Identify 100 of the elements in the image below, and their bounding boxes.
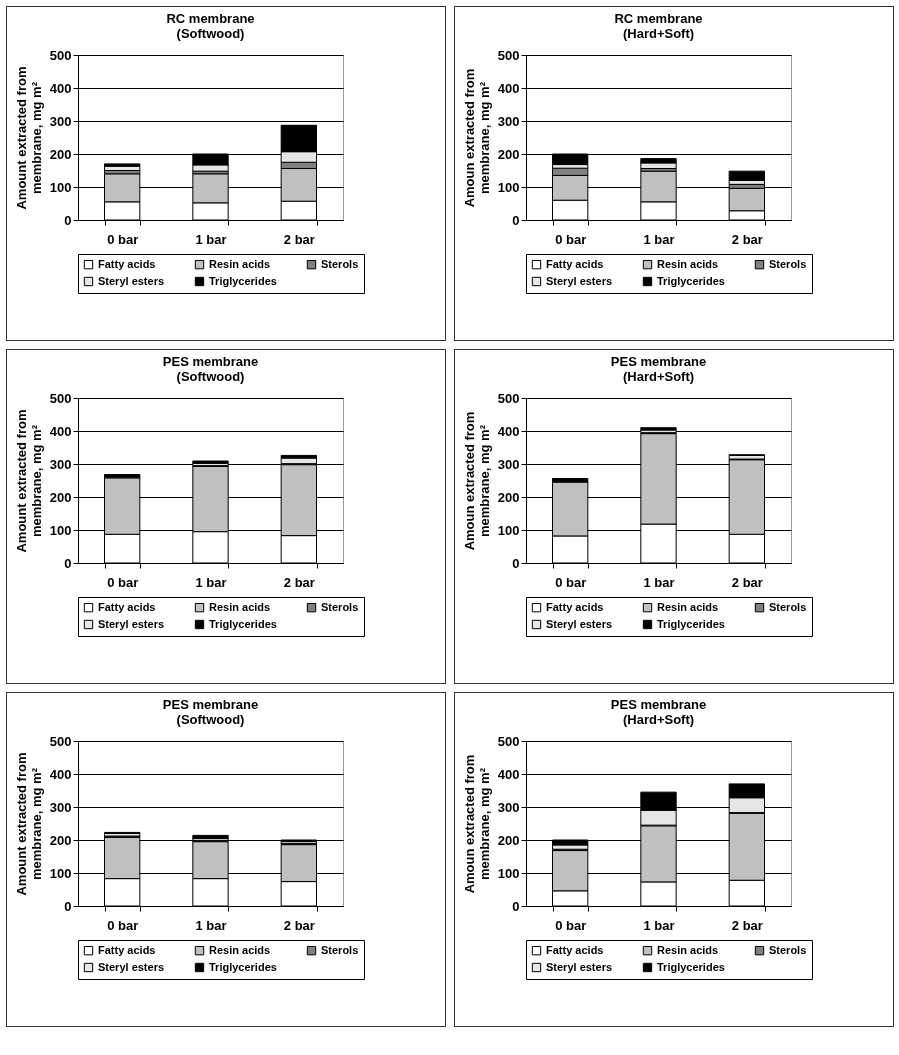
legend-label: Resin acids (209, 257, 271, 270)
x-tick-label: 1 bar (643, 917, 675, 933)
y-axis-title: Amount extracted from membrane, mg m² (13, 752, 44, 896)
legend-label: Resin acids (657, 257, 719, 270)
y-tick-label: 200 (49, 489, 72, 505)
y-tick-label: 100 (49, 179, 72, 195)
legend-label: Resin acids (657, 943, 719, 956)
legend-label: Triglycerides (657, 960, 725, 973)
legend-label: Steryl esters (546, 960, 613, 973)
y-tick-label: 500 (497, 733, 520, 749)
legend-label: Sterols (321, 943, 359, 956)
x-tick-label: 1 bar (195, 917, 227, 933)
legend-label: Resin acids (209, 600, 271, 613)
x-tick-label: 2 bar (731, 574, 763, 590)
y-tick-label: 400 (49, 80, 72, 96)
y-tick-label: 200 (497, 832, 520, 848)
y-tick-label: 500 (49, 390, 72, 406)
y-tick-label: 0 (512, 898, 520, 914)
y-tick-label: 100 (49, 865, 72, 881)
chart-title: PES membrane (162, 697, 259, 712)
y-axis-title: Amoun extracted from membrane, mg m² (461, 411, 492, 551)
x-tick-label: 1 bar (195, 231, 227, 247)
y-tick-label: 400 (49, 766, 72, 782)
y-axis-title: Amount extracted from membrane, mg m² (13, 66, 44, 210)
y-tick-label: 100 (497, 522, 520, 538)
x-tick-label: 0 bar (555, 231, 587, 247)
legend-label: Sterols (769, 943, 807, 956)
legend-label: Sterols (769, 257, 807, 270)
y-tick-label: 100 (497, 865, 520, 881)
x-tick-label: 2 bar (731, 231, 763, 247)
chart-subtitle: (Softwood) (176, 369, 245, 384)
legend-label: Fatty acids (98, 257, 156, 270)
y-tick-label: 100 (497, 179, 520, 195)
x-tick-label: 2 bar (283, 231, 315, 247)
legend-label: Sterols (321, 600, 359, 613)
y-tick-label: 0 (64, 898, 72, 914)
y-tick-label: 0 (64, 555, 72, 571)
y-tick-label: 300 (49, 799, 72, 815)
y-tick-label: 300 (49, 113, 72, 129)
y-tick-label: 400 (497, 80, 520, 96)
y-tick-label: 500 (49, 47, 72, 63)
chart-subtitle: (Hard+Soft) (622, 26, 695, 41)
chart-subtitle: (Softwood) (176, 712, 245, 727)
y-tick-label: 400 (497, 423, 520, 439)
y-tick-label: 300 (497, 799, 520, 815)
x-tick-label: 2 bar (731, 917, 763, 933)
y-tick-label: 100 (49, 522, 72, 538)
legend-label: Triglycerides (209, 274, 277, 287)
x-tick-label: 0 bar (555, 574, 587, 590)
x-tick-label: 0 bar (107, 917, 139, 933)
y-axis-title: Amount extracted from membrane, mg m² (13, 409, 44, 553)
y-tick-label: 400 (497, 766, 520, 782)
y-tick-label: 300 (497, 456, 520, 472)
y-tick-label: 200 (497, 489, 520, 505)
y-tick-label: 0 (512, 212, 520, 228)
x-tick-label: 0 bar (555, 917, 587, 933)
y-tick-label: 200 (49, 832, 72, 848)
chart-subtitle: (Hard+Soft) (622, 369, 695, 384)
legend-label: Resin acids (209, 943, 271, 956)
legend-label: Fatty acids (98, 600, 156, 613)
y-tick-label: 200 (49, 146, 72, 162)
y-tick-label: 500 (497, 390, 520, 406)
chart-title: PES membrane (610, 697, 707, 712)
chart-title: PES membrane (162, 354, 259, 369)
chart-subtitle: (Softwood) (176, 26, 245, 41)
legend-label: Steryl esters (546, 274, 613, 287)
y-axis-title: Amoun extracted from membrane, mg m² (461, 68, 492, 208)
legend-label: Fatty acids (546, 943, 604, 956)
legend-label: Steryl esters (98, 617, 165, 630)
x-tick-label: 0 bar (107, 574, 139, 590)
chart-title: RC membrane (166, 11, 255, 26)
y-tick-label: 200 (497, 146, 520, 162)
legend-label: Steryl esters (98, 960, 165, 973)
x-tick-label: 1 bar (195, 574, 227, 590)
legend-label: Resin acids (657, 600, 719, 613)
x-tick-label: 0 bar (107, 231, 139, 247)
legend-label: Fatty acids (546, 600, 604, 613)
legend-label: Sterols (769, 600, 807, 613)
y-tick-label: 0 (64, 212, 72, 228)
x-tick-label: 2 bar (283, 574, 315, 590)
legend-label: Triglycerides (657, 617, 725, 630)
x-tick-label: 1 bar (643, 231, 675, 247)
legend-label: Triglycerides (657, 274, 725, 287)
legend-label: Fatty acids (98, 943, 156, 956)
legend-label: Steryl esters (98, 274, 165, 287)
x-tick-label: 1 bar (643, 574, 675, 590)
y-tick-label: 300 (49, 456, 72, 472)
legend-label: Fatty acids (546, 257, 604, 270)
y-tick-label: 500 (497, 47, 520, 63)
chart-title: PES membrane (610, 354, 707, 369)
legend-label: Triglycerides (209, 960, 277, 973)
y-tick-label: 500 (49, 733, 72, 749)
legend-label: Steryl esters (546, 617, 613, 630)
y-axis-title: Amoun extracted from membrane, mg m² (461, 754, 492, 894)
y-tick-label: 400 (49, 423, 72, 439)
legend-label: Sterols (321, 257, 359, 270)
legend-label: Triglycerides (209, 617, 277, 630)
chart-subtitle: (Hard+Soft) (622, 712, 695, 727)
chart-title: RC membrane (614, 11, 703, 26)
x-tick-label: 2 bar (283, 917, 315, 933)
